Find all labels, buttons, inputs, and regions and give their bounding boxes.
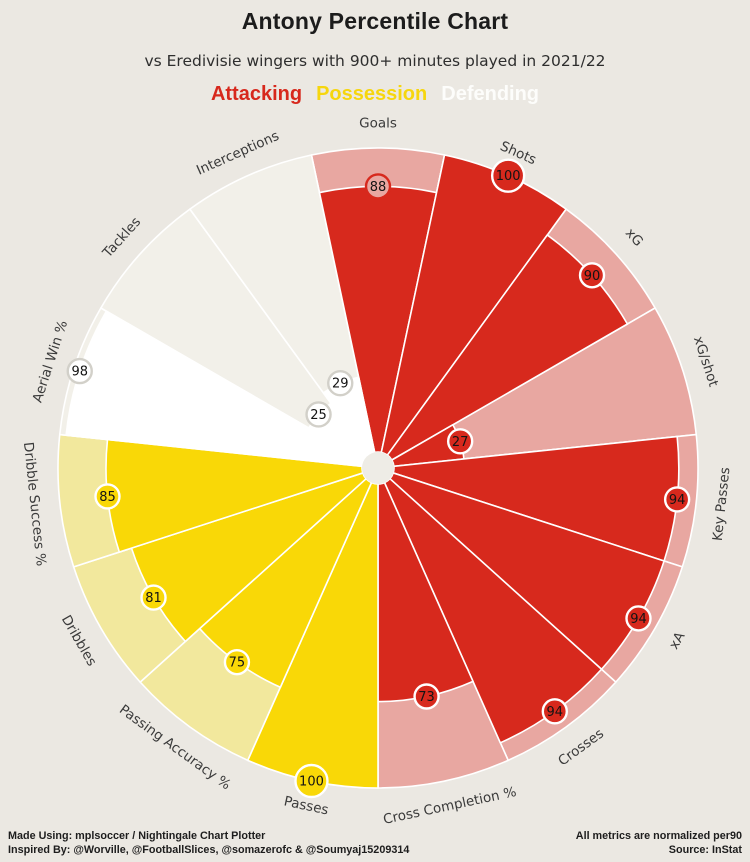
value-cross-completion: 73 — [418, 690, 435, 705]
value-key-passes: 94 — [669, 493, 686, 508]
value-xg-shot: 27 — [452, 435, 469, 450]
param-label-key-passes: Key Passes — [710, 466, 734, 541]
legend-item-possession: Possession — [316, 83, 428, 105]
legend-item-attacking: Attacking — [210, 83, 303, 105]
param-label-xa: xA — [666, 629, 689, 653]
param-label-goals: Goals — [359, 116, 397, 132]
value-bubble-goals — [364, 173, 392, 200]
value-dribble-success: 85 — [99, 490, 116, 505]
value-bubble-crosses — [541, 698, 569, 725]
chart-header: Antony Percentile Chart vs Eredivisie wi… — [0, 0, 750, 106]
value-bubble-shots — [490, 158, 526, 193]
value-passing-accuracy: 75 — [229, 656, 246, 671]
chart-footer: Made Using: mplsoccer / Nightingale Char… — [0, 830, 750, 857]
param-label-cross-completion: Cross Completion % — [382, 784, 518, 828]
value-bubble-key-passes — [663, 486, 691, 513]
value-xa: 94 — [630, 612, 647, 627]
footer-normalized-note: All metrics are normalized per90 — [575, 830, 742, 842]
value-bubble-dribbles — [140, 584, 167, 611]
value-interceptions: 29 — [332, 377, 349, 392]
param-label-dribbles: Dribbles — [58, 613, 100, 669]
value-bubble-xg — [578, 262, 606, 289]
slice-passing-accuracy — [198, 477, 373, 689]
value-crosses: 94 — [547, 705, 564, 720]
param-label-tackles: Tackles — [99, 214, 144, 262]
value-bubble-passes — [294, 763, 329, 799]
footer-inspired-by: Inspired By: @Worville, @FootballSlices,… — [8, 843, 410, 856]
value-bubble-xa — [625, 605, 652, 632]
param-label-aerial-win: Aerial Win % — [30, 318, 72, 404]
footer-credits: Made Using: mplsoccer / Nightingale Char… — [8, 830, 409, 857]
value-bubble-interceptions — [327, 370, 354, 397]
value-bubble-aerial-win — [66, 357, 93, 385]
chart-legend: Attacking Possession Defending — [0, 83, 750, 106]
value-bubble-xg-shot — [446, 428, 474, 455]
param-label-xg: xG — [622, 225, 646, 249]
value-dribbles: 81 — [145, 591, 162, 606]
footer-made-using: Made Using: mplsoccer / Nightingale Char… — [8, 830, 266, 842]
value-bubble-cross-completion — [413, 683, 440, 710]
param-label-xg-shot: xG/shot — [690, 334, 721, 389]
value-passes: 100 — [299, 775, 324, 790]
value-xg: 90 — [584, 269, 601, 284]
footer-source: Source: InStat — [668, 843, 742, 856]
value-bubble-passing-accuracy — [223, 648, 251, 676]
value-tackles: 25 — [310, 408, 327, 423]
slice-cross-completion — [377, 481, 474, 703]
param-label-crosses: Crosses — [555, 726, 607, 770]
page-title: Antony Percentile Chart — [241, 8, 509, 34]
value-aerial-win: 98 — [71, 365, 88, 380]
value-goals: 88 — [370, 180, 387, 195]
chart-subtitle: vs Eredivisie wingers with 900+ minutes … — [144, 52, 606, 70]
param-label-dribble-success: Dribble Success % — [20, 441, 49, 567]
value-shots: 100 — [496, 169, 521, 184]
footer-notes: All metrics are normalized per90 Source:… — [576, 830, 742, 857]
param-label-passes: Passes — [282, 793, 330, 818]
center-hub — [362, 452, 394, 484]
value-bubble-tackles — [305, 401, 332, 428]
value-bubble-dribble-success — [94, 483, 121, 510]
legend-item-defending: Defending — [441, 83, 540, 105]
